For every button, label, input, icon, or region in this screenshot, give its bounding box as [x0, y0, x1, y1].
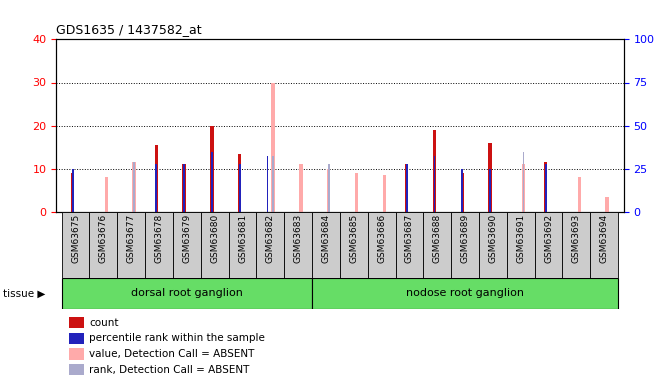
Text: GSM63687: GSM63687	[405, 214, 414, 263]
Bar	[154, 145, 158, 212]
Bar	[90, 212, 117, 278]
Text: GSM63675: GSM63675	[71, 214, 80, 263]
Bar	[383, 175, 386, 212]
Text: GSM63679: GSM63679	[182, 214, 191, 263]
Text: GSM63691: GSM63691	[516, 214, 525, 263]
Bar	[434, 156, 436, 212]
Bar	[523, 152, 524, 212]
Bar	[201, 212, 228, 278]
Text: GSM63676: GSM63676	[99, 214, 108, 263]
Text: GSM63684: GSM63684	[321, 214, 331, 263]
Bar	[238, 154, 242, 212]
Bar	[395, 212, 423, 278]
Bar	[489, 169, 491, 212]
Bar	[451, 212, 479, 278]
Text: GSM63678: GSM63678	[154, 214, 164, 263]
Text: nodose root ganglion: nodose root ganglion	[406, 288, 524, 298]
Bar	[145, 212, 173, 278]
Bar	[544, 162, 547, 212]
Bar	[562, 212, 590, 278]
Text: tissue ▶: tissue ▶	[3, 288, 46, 298]
Bar	[461, 173, 464, 212]
Text: GSM63693: GSM63693	[572, 214, 581, 263]
Text: rank, Detection Call = ABSENT: rank, Detection Call = ABSENT	[89, 365, 249, 375]
Text: GSM63681: GSM63681	[238, 214, 247, 263]
Text: GSM63694: GSM63694	[600, 214, 609, 263]
Bar	[211, 126, 214, 212]
Bar	[61, 212, 90, 278]
Bar	[271, 82, 275, 212]
Bar	[355, 173, 358, 212]
Bar	[156, 164, 157, 212]
Bar	[312, 212, 340, 278]
Bar	[340, 212, 368, 278]
Text: GDS1635 / 1437582_at: GDS1635 / 1437582_at	[56, 22, 202, 36]
Text: GSM63682: GSM63682	[266, 214, 275, 263]
Bar	[71, 173, 75, 212]
Text: GSM63688: GSM63688	[433, 214, 442, 263]
Bar	[228, 212, 257, 278]
Bar	[173, 212, 201, 278]
Bar	[328, 164, 329, 212]
Bar	[182, 164, 185, 212]
Bar	[211, 152, 213, 212]
Bar	[133, 162, 135, 212]
Bar	[257, 212, 284, 278]
Bar	[133, 162, 136, 212]
Bar	[406, 164, 407, 212]
Text: GSM63690: GSM63690	[488, 214, 498, 263]
Text: GSM63692: GSM63692	[544, 214, 553, 263]
Bar	[479, 212, 507, 278]
Bar	[605, 197, 609, 212]
Text: value, Detection Call = ABSENT: value, Detection Call = ABSENT	[89, 349, 255, 359]
Bar	[535, 212, 562, 278]
Bar	[61, 278, 312, 309]
Bar	[507, 212, 535, 278]
Text: GSM63683: GSM63683	[294, 214, 303, 263]
Bar	[239, 164, 241, 212]
Bar	[72, 169, 74, 212]
Bar	[117, 212, 145, 278]
Text: GSM63677: GSM63677	[127, 214, 136, 263]
Text: GSM63685: GSM63685	[349, 214, 358, 263]
Text: dorsal root ganglion: dorsal root ganglion	[131, 288, 243, 298]
Text: GSM63686: GSM63686	[377, 214, 386, 263]
Bar	[423, 212, 451, 278]
Text: count: count	[89, 318, 119, 327]
Text: percentile rank within the sample: percentile rank within the sample	[89, 333, 265, 343]
Bar	[273, 156, 274, 212]
Bar	[312, 278, 618, 309]
Bar	[267, 156, 269, 212]
Bar	[545, 164, 546, 212]
Bar	[461, 169, 463, 212]
Bar	[327, 169, 331, 212]
Text: GSM63689: GSM63689	[461, 214, 470, 263]
Bar	[488, 143, 492, 212]
Bar	[590, 212, 618, 278]
Bar	[405, 164, 409, 212]
Bar	[433, 130, 436, 212]
Bar	[522, 164, 525, 212]
Bar	[368, 212, 395, 278]
Bar	[284, 212, 312, 278]
Bar	[104, 177, 108, 212]
Bar	[578, 177, 581, 212]
Text: GSM63680: GSM63680	[210, 214, 219, 263]
Bar	[183, 164, 185, 212]
Bar	[299, 164, 303, 212]
